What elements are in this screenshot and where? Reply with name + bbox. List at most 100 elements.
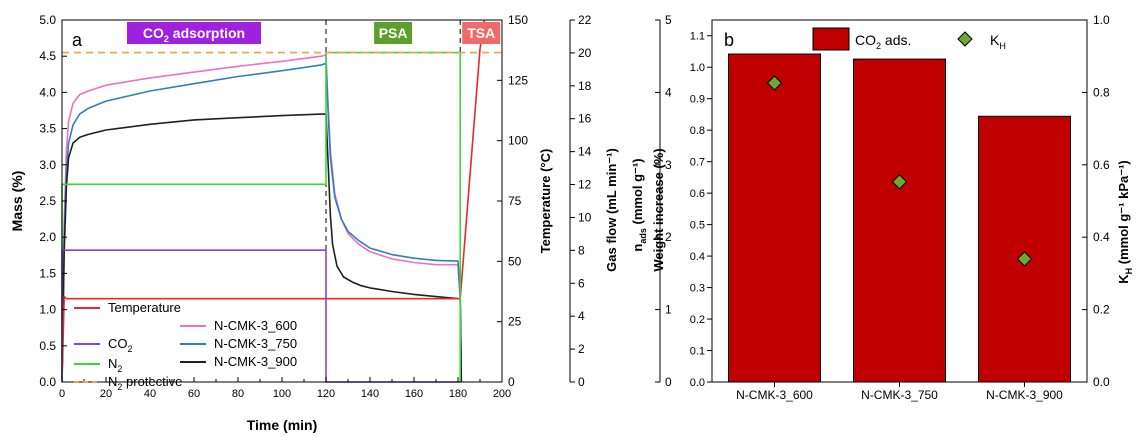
panel-a-x-axis: 0 20 40 60 80 100 120 140 160 180 200	[59, 377, 511, 400]
panel-a-y-axis: 0.0 0.5 1.0 1.5 2.0 2.5 3.0 3.5 4.0 4.5 5.0	[39, 13, 67, 389]
gas-flow-tick-label: 12	[578, 178, 592, 192]
panel-b-kh-axis: 0.0 0.2 0.4 0.6 0.8 1.0	[1082, 13, 1110, 389]
panel-a-chart: CO2 adsorption PSA TSA a 0 20 40 60 80 100 120 14…	[9, 13, 619, 433]
gas-flow-tick-label: 0	[578, 375, 585, 389]
series-line-temperature	[61, 19, 486, 383]
panel-b-weight-axis: 0.0 0.1 0.2 0.3 0.4 0.5 0.6 0.7 0.8 0.9 1.0 1.1	[690, 31, 712, 389]
gas-flow-tick-label: 4	[578, 309, 585, 323]
gas-flow-tick-label: 6	[578, 276, 585, 290]
weight-tick-label: 0.5	[690, 220, 705, 232]
gas-flow-tick-label: 2	[578, 342, 585, 356]
panel-b-kh-axis-label: KH (mmol g⁻¹ kPa⁻¹)	[1116, 160, 1134, 284]
gas-flow-tick-label: 16	[578, 112, 592, 126]
panel-b-weight-axis-label: Weight increase (%)	[651, 148, 666, 271]
kh-tick-label: 0.0	[1093, 375, 1110, 389]
y-tick-label: 2.0	[39, 230, 56, 244]
weight-tick-label: 1.0	[690, 62, 705, 74]
x-tick-label: 20	[100, 388, 112, 400]
legend-label: N-CMK-3_600	[214, 318, 297, 333]
panel-a-phase-lines	[325, 20, 461, 382]
gas-flow-tick-label: 20	[578, 46, 592, 60]
weight-tick-label: 0.8	[690, 125, 705, 137]
y-tick-label: 0.5	[39, 339, 56, 353]
y-tick-label: 5.0	[39, 13, 56, 27]
x-tick-label: 0	[59, 388, 65, 400]
panel-b-x-axis: N-CMK-3_600 N-CMK-3_750 N-CMK-3_900	[736, 382, 1063, 402]
temperature-tick-label: 25	[508, 315, 522, 329]
nads-tick-label: 4	[665, 85, 672, 99]
y-tick-label: 1.5	[39, 266, 56, 280]
x-tick-label: N-CMK-3_600	[736, 388, 813, 402]
panel-a-temperature-axis: 0 25 50 75 100 125 150	[497, 13, 528, 389]
y-tick-label: 1.0	[39, 303, 56, 317]
x-tick-label: 120	[317, 388, 335, 400]
y-tick-label: 3.0	[39, 158, 56, 172]
y-tick-label: 0.0	[39, 375, 56, 389]
bar-n-cmk-3-600	[728, 53, 821, 383]
weight-tick-label: 0.0	[690, 377, 705, 389]
nads-tick-label: 2	[665, 230, 672, 244]
panel-a-phase-labels: CO2 adsorption PSA TSA	[127, 22, 501, 44]
temperature-tick-label: 50	[508, 254, 522, 268]
weight-tick-label: 0.6	[690, 188, 705, 200]
panel-b-nads-axis-label: nads (mmol g⁻¹)	[630, 158, 648, 251]
temperature-tick-label: 125	[508, 73, 528, 87]
panel-b-kh-points	[766, 75, 1033, 267]
panel-b-bars	[728, 53, 1071, 383]
legend-label: N2	[108, 356, 122, 374]
x-tick-label: N-CMK-3_750	[861, 388, 938, 402]
phase-label: TSA	[467, 25, 495, 41]
legend-label: N-CMK-3_900	[214, 354, 297, 369]
weight-tick-label: 0.4	[690, 251, 705, 263]
y-tick-label: 3.5	[39, 122, 56, 136]
series-line-n-cmk-3-900	[61, 113, 463, 383]
y-tick-label: 4.0	[39, 85, 56, 99]
kh-tick-label: 0.6	[1093, 158, 1110, 172]
temperature-tick-label: 0	[508, 375, 515, 389]
x-tick-label: N-CMK-3_900	[986, 388, 1063, 402]
gas-flow-tick-label: 10	[578, 210, 592, 224]
legend-swatch-diamond	[957, 31, 973, 47]
panel-a-temperature-axis-label: Temperature (°C)	[538, 149, 553, 254]
panel-a-x-axis-label: Time (min)	[247, 417, 318, 433]
legend-label: N-CMK-3_750	[214, 336, 297, 351]
y-tick-label: 4.5	[39, 49, 56, 63]
panel-a-gas-flow-axis: 0 2 4 6 8 10 12 14 16 18 20 22	[569, 13, 592, 389]
gas-flow-tick-label: 8	[578, 243, 585, 257]
temperature-tick-label: 75	[508, 194, 522, 208]
panel-b-nads-axis: 0 1 2 3 4 5	[655, 13, 672, 389]
kh-tick-label: 0.4	[1093, 230, 1110, 244]
legend-label: CO2	[108, 336, 133, 354]
x-tick-label: 200	[493, 388, 511, 400]
x-tick-label: 160	[405, 388, 423, 400]
legend-swatch-bar	[812, 27, 850, 51]
gas-flow-tick-label: 18	[578, 79, 592, 93]
nads-tick-label: 3	[665, 158, 672, 172]
x-tick-label: 140	[361, 388, 379, 400]
series-line-n-cmk-3-750	[61, 62, 463, 383]
x-tick-label: 60	[188, 388, 200, 400]
kh-tick-label: 0.2	[1093, 303, 1110, 317]
panel-a-label: a	[72, 30, 83, 50]
panel-a-y-axis-label: Mass (%)	[9, 171, 25, 232]
kh-point	[891, 174, 908, 190]
phase-label: PSA	[379, 25, 408, 41]
bar-n-cmk-3-750	[853, 58, 946, 383]
gas-flow-tick-label: 14	[578, 145, 592, 159]
legend-label: CO2 ads.	[855, 32, 911, 51]
weight-tick-label: 1.1	[690, 31, 705, 43]
legend-label: KH	[990, 32, 1006, 51]
legend-label: N2 protective	[108, 374, 182, 392]
weight-tick-label: 0.1	[690, 346, 705, 358]
x-tick-label: 40	[144, 388, 156, 400]
nads-tick-label: 5	[665, 13, 672, 27]
bar-n-cmk-3-900	[978, 115, 1071, 383]
x-tick-label: 80	[232, 388, 244, 400]
weight-tick-label: 0.3	[690, 283, 705, 295]
temperature-tick-label: 100	[508, 134, 528, 148]
weight-tick-label: 0.9	[690, 94, 705, 106]
gas-flow-tick-label: 22	[578, 13, 592, 27]
kh-tick-label: 1.0	[1093, 13, 1110, 27]
